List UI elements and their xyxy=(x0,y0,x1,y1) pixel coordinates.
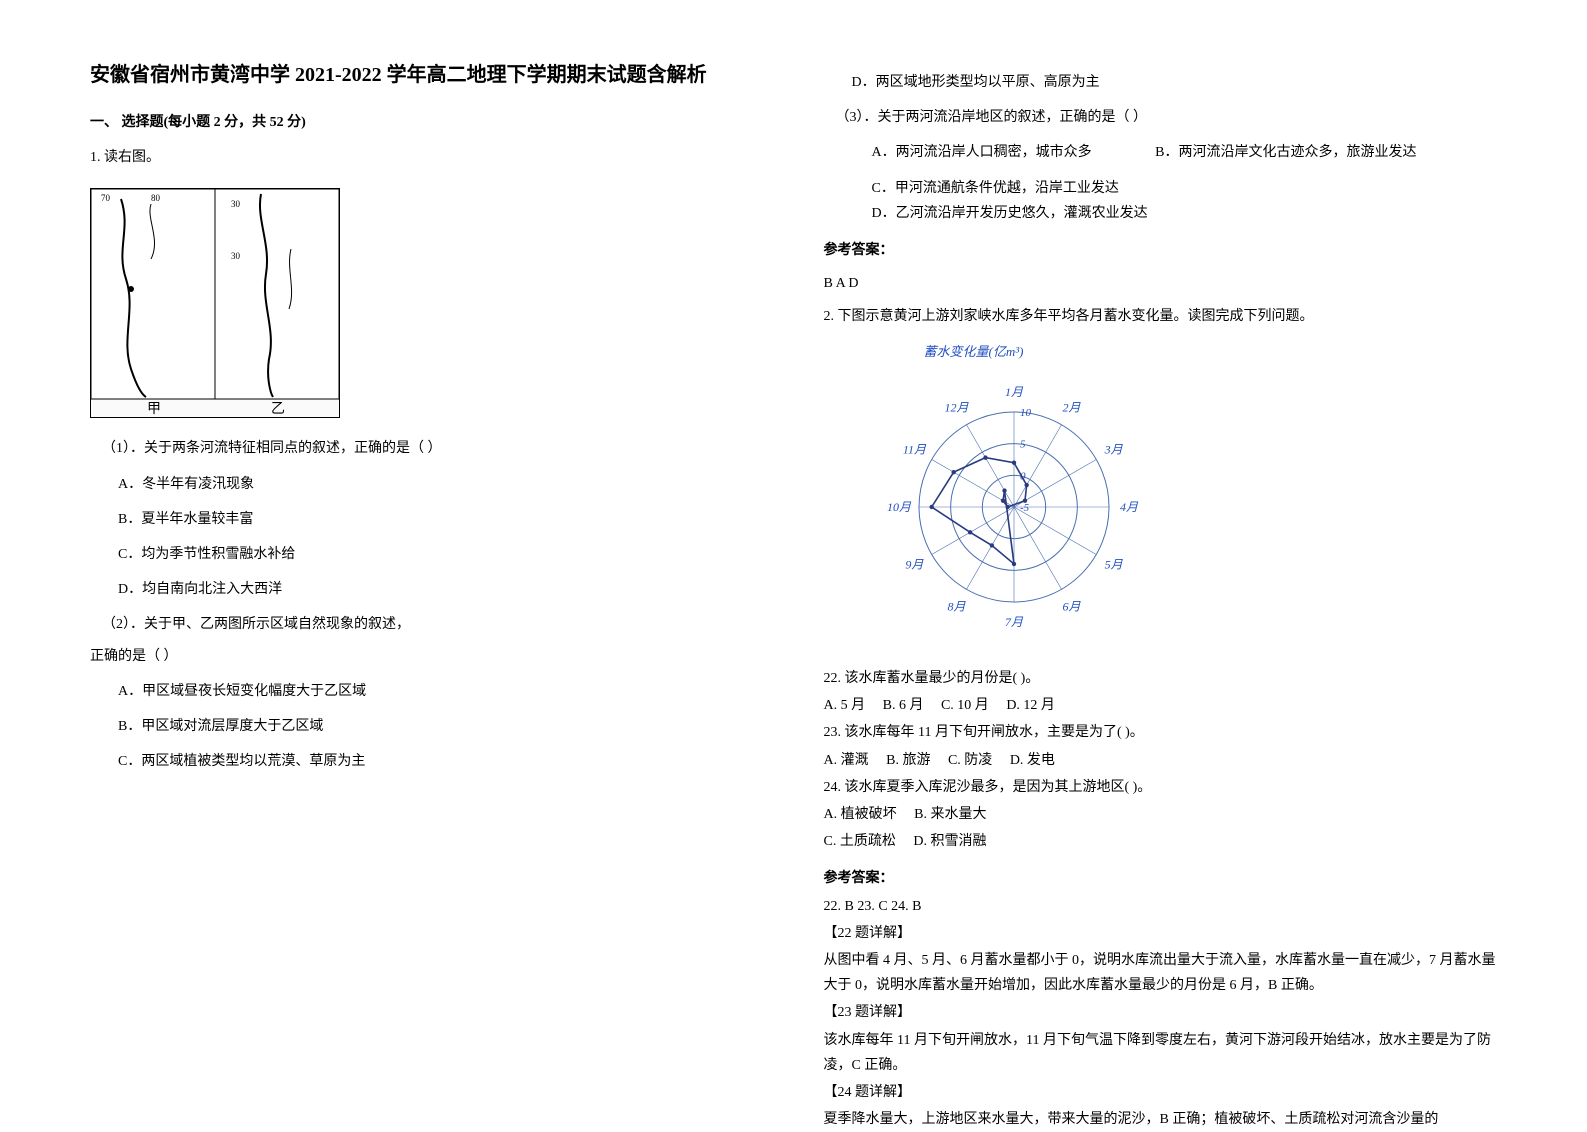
q24-a: A. 植被破坏 xyxy=(824,802,897,827)
q22-a: A. 5 月 xyxy=(824,693,866,718)
q2-answer: 22. B 23. C 24. B xyxy=(824,894,1498,919)
exp23-body: 该水库每年 11 月下旬开闸放水，11 月下旬气温下降到零度左右，黄河下游河段开… xyxy=(824,1028,1498,1078)
svg-text:9月: 9月 xyxy=(905,557,924,571)
svg-text:5: 5 xyxy=(1020,439,1026,451)
q1-2-option-d: D．两区域地形类型均以平原、高原为主 xyxy=(852,70,1498,95)
svg-text:3月: 3月 xyxy=(1103,442,1123,456)
q2-stem: 2. 下图示意黄河上游刘家峡水库多年平均各月蓄水变化量。读图完成下列问题。 xyxy=(824,304,1498,329)
q1-1-option-d: D．均自南向北注入大西洋 xyxy=(118,577,764,602)
q1-3-row1: A．两河流沿岸人口稠密，城市众多 B．两河流沿岸文化古迹众多，旅游业发达 xyxy=(852,140,1498,165)
q1-stem: 1. 读右图。 xyxy=(90,145,764,170)
q1-2-option-b: B．甲区域对流层厚度大于乙区域 xyxy=(118,714,764,739)
q1-3-option-b: B．两河流沿岸文化古迹众多，旅游业发达 xyxy=(1155,140,1416,165)
q23-b: B. 旅游 xyxy=(886,748,930,773)
q1-answer-head: 参考答案： xyxy=(824,238,1498,263)
q23-stem: 23. 该水库每年 11 月下旬开闸放水，主要是为了( )。 xyxy=(824,720,1498,745)
radar-axis-title: 蓄水变化量(亿m³) xyxy=(924,340,1498,363)
q1-2-option-a: A．甲区域昼夜长短变化幅度大于乙区域 xyxy=(118,679,764,704)
svg-text:4月: 4月 xyxy=(1119,500,1138,514)
left-column: 安徽省宿州市黄湾中学 2021-2022 学年高二地理下学期期末试题含解析 一、… xyxy=(90,60,764,1062)
svg-text:80: 80 xyxy=(151,193,161,203)
exp22-head: 【22 题详解】 xyxy=(824,921,1498,946)
svg-text:10月: 10月 xyxy=(886,500,911,514)
svg-text:5月: 5月 xyxy=(1104,557,1123,571)
q22-options: A. 5 月 B. 6 月 C. 10 月 D. 12 月 xyxy=(824,693,1498,718)
svg-text:-5: -5 xyxy=(1020,502,1030,514)
exam-title: 安徽省宿州市黄湾中学 2021-2022 学年高二地理下学期期末试题含解析 xyxy=(90,60,764,90)
q23-a: A. 灌溉 xyxy=(824,748,869,773)
q22-d: D. 12 月 xyxy=(1006,693,1055,718)
svg-text:12月: 12月 xyxy=(944,400,969,414)
q24-d: D. 积雪消融 xyxy=(913,829,986,854)
exp24-body: 夏季降水量大，上游地区来水量大，带来大量的泥沙，B 正确；植被破坏、土质疏松对河… xyxy=(824,1107,1498,1132)
q2-answer-head: 参考答案： xyxy=(824,866,1498,891)
svg-text:8月: 8月 xyxy=(947,599,966,613)
exp23-head: 【23 题详解】 xyxy=(824,1000,1498,1025)
q22-c: C. 10 月 xyxy=(941,693,989,718)
svg-text:30: 30 xyxy=(231,251,241,261)
map-svg: 70 80 30 30 甲 乙 xyxy=(91,189,339,417)
q1-sub3: （3）．关于两河流沿岸地区的叙述，正确的是（ ） xyxy=(836,105,1498,130)
q24-options-row1: A. 植被破坏 B. 来水量大 xyxy=(824,802,1498,827)
svg-text:6月: 6月 xyxy=(1062,599,1081,613)
radar-chart: 蓄水变化量(亿m³) 1月 2月 3月 4月 5月 6月 7月 8月 9月 10月 11月 12月 -5… xyxy=(864,340,1498,657)
q24-c: C. 土质疏松 xyxy=(824,829,896,854)
q1-3-option-a: A．两河流沿岸人口稠密，城市众多 xyxy=(872,140,1092,165)
right-column: D．两区域地形类型均以平原、高原为主 （3）．关于两河流沿岸地区的叙述，正确的是… xyxy=(824,60,1498,1062)
q22-b: B. 6 月 xyxy=(883,693,924,718)
q1-sub1: （1）．关于两条河流特征相同点的叙述，正确的是（ ） xyxy=(102,436,764,461)
map-label-right: 乙 xyxy=(271,401,285,417)
q24-options-row2: C. 土质疏松 D. 积雪消融 xyxy=(824,829,1498,854)
svg-text:2月: 2月 xyxy=(1062,400,1081,414)
svg-text:1月: 1月 xyxy=(1004,385,1023,399)
map-figure: 70 80 30 30 甲 乙 xyxy=(90,188,340,418)
svg-text:10: 10 xyxy=(1020,407,1032,419)
q1-1-option-a: A．冬半年有凌汛现象 xyxy=(118,472,764,497)
svg-text:11月: 11月 xyxy=(902,442,926,456)
q1-3-option-d: D．乙河流沿岸开发历史悠久，灌溉农业发达 xyxy=(872,201,1148,226)
q22-stem: 22. 该水库蓄水量最少的月份是( )。 xyxy=(824,666,1498,691)
q23-options: A. 灌溉 B. 旅游 C. 防凌 D. 发电 xyxy=(824,748,1498,773)
q23-d: D. 发电 xyxy=(1010,748,1055,773)
svg-text:7月: 7月 xyxy=(1004,615,1023,629)
q1-3-row2: C．甲河流通航条件优越，沿岸工业发达 D．乙河流沿岸开发历史悠久，灌溉农业发达 xyxy=(852,176,1498,226)
exp24-head: 【24 题详解】 xyxy=(824,1080,1498,1105)
radar-svg: 1月2月3月4月5月6月7月8月9月10月11月12月-50510 xyxy=(864,367,1164,647)
section-1-heading: 一、 选择题(每小题 2 分，共 52 分) xyxy=(90,110,764,135)
q24-b: B. 来水量大 xyxy=(914,802,986,827)
q1-2-option-c: C．两区域植被类型均以荒漠、草原为主 xyxy=(118,749,764,774)
svg-text:30: 30 xyxy=(231,199,241,209)
q1-1-option-b: B．夏半年水量较丰富 xyxy=(118,507,764,532)
q24-stem: 24. 该水库夏季入库泥沙最多，是因为其上游地区( )。 xyxy=(824,775,1498,800)
q1-answer: B A D xyxy=(824,271,1498,296)
q1-sub2: （2）．关于甲、乙两图所示区域自然现象的叙述， xyxy=(102,612,764,637)
svg-text:70: 70 xyxy=(101,193,111,203)
q1-sub2-tail: 正确的是（ ） xyxy=(90,644,764,669)
map-label-left: 甲 xyxy=(147,402,161,417)
q1-1-option-c: C．均为季节性积雪融水补给 xyxy=(118,542,764,567)
exp22-body: 从图中看 4 月、5 月、6 月蓄水量都小于 0，说明水库流出量大于流入量，水库… xyxy=(824,948,1498,998)
q1-3-option-c: C．甲河流通航条件优越，沿岸工业发达 xyxy=(872,176,1119,201)
q23-c: C. 防凌 xyxy=(948,748,992,773)
